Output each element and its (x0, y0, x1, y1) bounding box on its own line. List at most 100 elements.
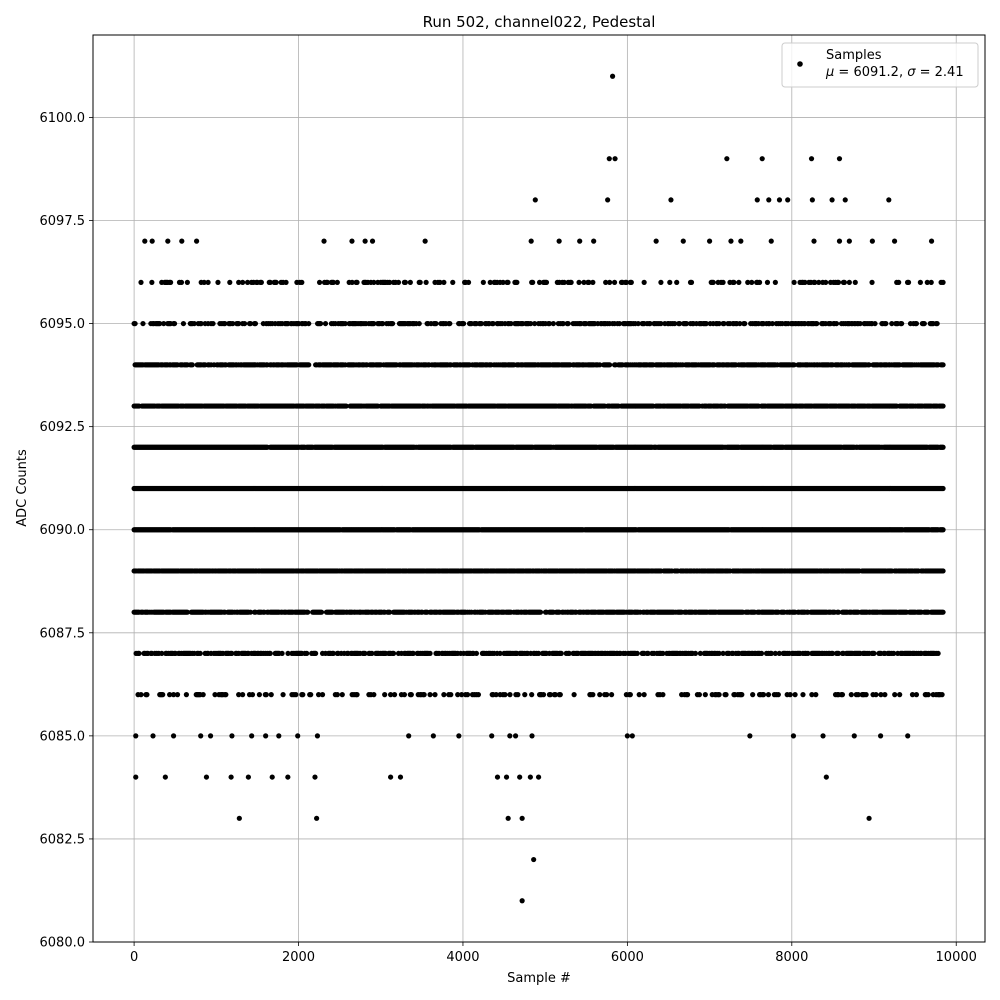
data-point (543, 279, 550, 285)
data-point (371, 279, 377, 285)
data-point (508, 320, 514, 327)
data-point (267, 279, 273, 285)
data-point (772, 279, 778, 285)
data-point (316, 279, 323, 285)
data-point (437, 279, 443, 285)
data-point (306, 320, 312, 327)
data-point (833, 320, 840, 327)
data-point (149, 279, 155, 285)
data-point (387, 279, 393, 285)
data-point (683, 320, 690, 327)
data-point (616, 320, 623, 327)
data-point (883, 320, 889, 327)
data-point (924, 279, 930, 285)
data-point (450, 279, 456, 285)
data-point (736, 279, 742, 285)
data-point (330, 279, 336, 285)
data-point (500, 279, 506, 285)
data-point (407, 279, 413, 285)
data-point (417, 279, 423, 285)
data-point (866, 362, 872, 368)
data-point (742, 320, 748, 327)
data-point (201, 279, 207, 285)
data-point (240, 279, 246, 285)
data-point (611, 279, 618, 285)
data-point (940, 279, 946, 285)
data-point (465, 279, 472, 285)
data-point (835, 279, 842, 285)
data-point (198, 320, 204, 327)
data-point (490, 320, 496, 327)
data-point (623, 279, 629, 285)
data-point (857, 320, 863, 327)
data-point (478, 320, 484, 327)
data-point (731, 279, 737, 285)
data-point (769, 320, 775, 327)
data-point (921, 320, 927, 327)
data-point (913, 320, 920, 327)
data-point (749, 279, 755, 285)
data-point (247, 320, 254, 327)
data-point (236, 279, 242, 285)
data-point (889, 320, 895, 327)
data-point (480, 279, 486, 285)
data-point (899, 320, 905, 327)
data-point (841, 279, 848, 285)
data-point (258, 279, 264, 285)
data-point (658, 279, 664, 285)
data-point (395, 279, 402, 285)
data-point (940, 527, 946, 533)
data-point (306, 362, 312, 368)
data-point (641, 279, 647, 285)
data-point (756, 279, 763, 285)
data-point (791, 279, 797, 285)
data-point (210, 320, 216, 327)
data-point (716, 320, 722, 327)
data-point (721, 320, 727, 327)
data-point (720, 279, 726, 285)
data-point (299, 279, 305, 285)
data-point (441, 279, 447, 285)
data-point (576, 279, 582, 285)
data-point (560, 320, 566, 327)
data-point (283, 279, 289, 285)
data-point (222, 320, 228, 327)
data-point (380, 320, 386, 327)
data-point (852, 279, 858, 285)
data-point (447, 320, 453, 327)
data-point (343, 403, 349, 409)
data-point (342, 320, 348, 327)
data-point (273, 279, 279, 285)
data-point (635, 320, 641, 327)
data-point (672, 320, 678, 327)
data-point (252, 320, 259, 327)
data-point (940, 444, 946, 450)
data-point (917, 279, 923, 285)
data-point (546, 320, 553, 327)
data-point (561, 279, 567, 285)
data-point (674, 279, 680, 285)
data-point (389, 320, 396, 327)
data-point (230, 320, 236, 327)
data-point (349, 279, 355, 285)
data-point (528, 320, 534, 327)
data-point (823, 279, 829, 285)
data-point (132, 320, 138, 327)
data-point (677, 320, 683, 327)
data-point (597, 362, 603, 368)
data-point (416, 320, 422, 327)
data-point (140, 320, 146, 327)
data-point (461, 320, 467, 327)
data-point (872, 320, 878, 327)
data-point (816, 279, 822, 285)
data-point (184, 279, 190, 285)
data-point (205, 279, 211, 285)
data-point (928, 279, 934, 285)
data-point (423, 279, 429, 285)
data-point (846, 279, 852, 285)
data-point (658, 320, 664, 327)
data-point (565, 320, 571, 327)
data-point (607, 362, 613, 368)
data-point (745, 279, 751, 285)
